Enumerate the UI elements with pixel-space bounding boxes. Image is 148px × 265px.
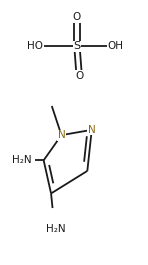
- Text: N: N: [88, 125, 96, 135]
- Text: H₂N: H₂N: [12, 155, 32, 165]
- Text: OH: OH: [108, 41, 124, 51]
- Text: HO: HO: [27, 41, 43, 51]
- Text: O: O: [73, 12, 81, 22]
- Text: H₂N: H₂N: [46, 224, 66, 234]
- Text: N: N: [58, 130, 65, 140]
- Text: S: S: [73, 41, 81, 51]
- Text: O: O: [75, 70, 83, 81]
